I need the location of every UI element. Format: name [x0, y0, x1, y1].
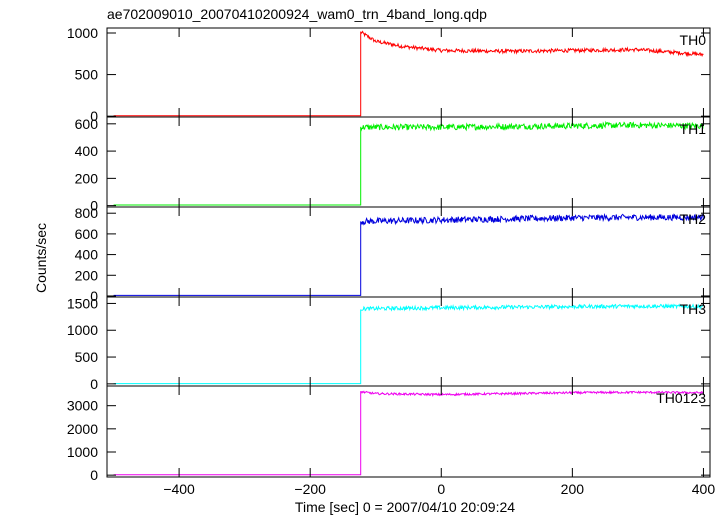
panel-th1: 0 200 400 600 TH1 [75, 116, 711, 214]
y-tick-label: 0 [90, 467, 98, 483]
panel-label-th0: TH0 [680, 32, 707, 48]
y-axis-label: Counts/sec [33, 223, 49, 293]
x-tick-label: 200 [561, 481, 585, 497]
panel-frame [106, 296, 711, 387]
panel-th0123: 0 1000 2000 3000 TH0123 [67, 385, 711, 483]
y-tick-label: 600 [75, 226, 99, 242]
x-ticks: −400 −200 0 200 400 [163, 481, 715, 497]
y-tick-label: 0 [90, 198, 98, 214]
panels: 0 500 1000 TH0 0 200 400 600 TH1 0 200 400 600 800 TH2… [67, 25, 711, 483]
y-tick-label: 500 [75, 349, 99, 365]
series-line-th2 [113, 213, 704, 296]
y-tick-label: 500 [75, 67, 99, 83]
panel-label-th3: TH3 [680, 301, 707, 317]
x-tick-label: 400 [692, 481, 716, 497]
series-line-th0123 [113, 390, 704, 476]
x-tick-label: 0 [437, 481, 445, 497]
y-tick-label: 600 [75, 116, 99, 132]
panel-frame [106, 385, 711, 478]
y-tick-label: 400 [75, 247, 99, 263]
y-tick-label: 1000 [67, 25, 98, 41]
chart-title: ae702009010_20070410200924_wam0_trn_4ban… [107, 6, 487, 22]
y-tick-label: 2000 [67, 421, 98, 437]
panel-label-th2: TH2 [680, 211, 707, 227]
y-tick-label: 400 [75, 143, 99, 159]
y-tick-label: 1000 [67, 322, 98, 338]
y-tick-label: 1500 [67, 295, 98, 311]
y-tick-label: 1000 [67, 444, 98, 460]
series-line-th3 [113, 303, 704, 385]
panel-label-th1: TH1 [680, 121, 707, 137]
y-tick-label: 3000 [67, 398, 98, 414]
y-tick-label: 0 [90, 288, 98, 304]
x-tick-label: −200 [294, 481, 326, 497]
y-tick-label: 0 [90, 108, 98, 124]
y-tick-label: 200 [75, 170, 99, 186]
panel-th2: 0 200 400 600 800 TH2 [75, 205, 711, 304]
y-tick-label: 800 [75, 205, 99, 221]
panel-frame [106, 116, 711, 208]
y-tick-label: 200 [75, 267, 99, 283]
panel-th0: 0 500 1000 TH0 [67, 25, 711, 124]
y-tick-label: 0 [90, 376, 98, 392]
panel-label-th0123: TH0123 [656, 390, 706, 406]
x-tick-label: −400 [163, 481, 195, 497]
series-line-th0 [113, 30, 704, 117]
x-axis-label: Time [sec] 0 = 2007/04/10 20:09:24 [295, 499, 515, 515]
panel-frame [106, 27, 711, 118]
panel-th3: 0 500 1000 1500 TH3 [67, 295, 711, 392]
series-line-th1 [113, 120, 704, 206]
